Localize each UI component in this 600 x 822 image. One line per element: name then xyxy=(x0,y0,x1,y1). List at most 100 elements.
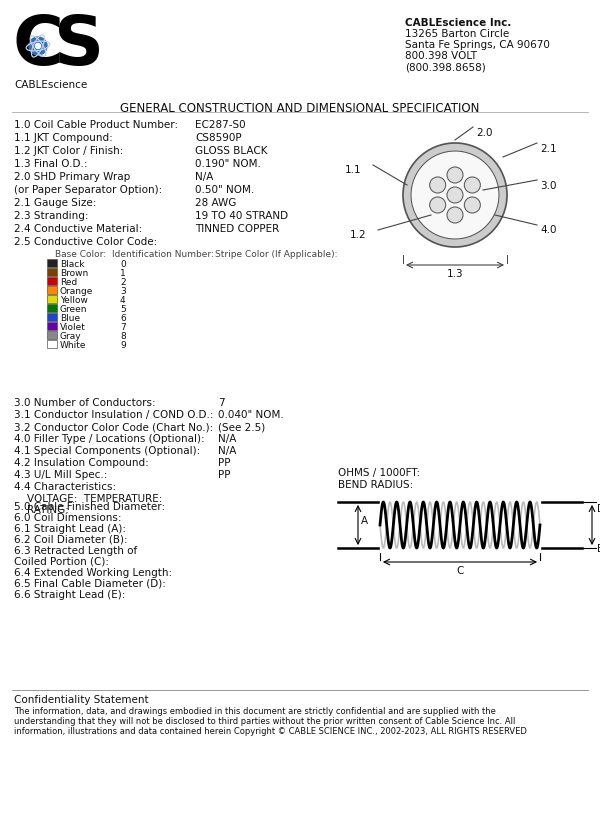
Text: 2.0: 2.0 xyxy=(476,128,493,138)
Text: EC287-S0: EC287-S0 xyxy=(195,120,245,130)
Text: BEND RADIUS:: BEND RADIUS: xyxy=(338,480,413,490)
Text: 2.1: 2.1 xyxy=(540,144,557,154)
Text: Base Color:: Base Color: xyxy=(55,250,106,259)
Text: B: B xyxy=(405,525,412,535)
Text: 1.2 JKT Color / Finish:: 1.2 JKT Color / Finish: xyxy=(14,146,124,156)
Text: 3.0 Number of Conductors:: 3.0 Number of Conductors: xyxy=(14,398,155,408)
Text: 1: 1 xyxy=(120,269,126,278)
Text: 2.1 Gauge Size:: 2.1 Gauge Size: xyxy=(14,198,97,208)
Circle shape xyxy=(411,151,499,239)
Text: 0: 0 xyxy=(120,260,126,269)
Text: White: White xyxy=(60,341,86,350)
Text: (See 2.5): (See 2.5) xyxy=(218,422,265,432)
Text: CS8590P: CS8590P xyxy=(195,133,242,143)
Text: 0.50" NOM.: 0.50" NOM. xyxy=(195,185,254,195)
Text: 1.2: 1.2 xyxy=(350,230,367,240)
Text: 8: 8 xyxy=(120,332,126,341)
Circle shape xyxy=(447,187,463,203)
Text: 9: 9 xyxy=(120,341,126,350)
Text: CABLEscience: CABLEscience xyxy=(14,80,87,90)
Text: (800.398.8658): (800.398.8658) xyxy=(405,62,486,72)
Bar xyxy=(47,277,57,285)
Text: N/A: N/A xyxy=(195,172,214,182)
Text: GLOSS BLACK: GLOSS BLACK xyxy=(195,146,268,156)
Text: 4.3 U/L Mill Spec.:: 4.3 U/L Mill Spec.: xyxy=(14,470,107,480)
Text: Orange: Orange xyxy=(60,287,94,296)
Text: 5: 5 xyxy=(120,305,126,314)
Text: Gray: Gray xyxy=(60,332,82,341)
Text: 6.5 Final Cable Diameter (D):: 6.5 Final Cable Diameter (D): xyxy=(14,579,166,589)
Text: 1.3 Final O.D.:: 1.3 Final O.D.: xyxy=(14,159,88,169)
Text: C: C xyxy=(457,566,464,576)
Text: 28 AWG: 28 AWG xyxy=(195,198,236,208)
Text: 7: 7 xyxy=(120,323,126,332)
Text: D: D xyxy=(597,504,600,514)
Bar xyxy=(47,304,57,312)
Text: TINNED COPPER: TINNED COPPER xyxy=(195,224,279,234)
Text: Brown: Brown xyxy=(60,269,88,278)
Text: 13265 Barton Circle: 13265 Barton Circle xyxy=(405,29,509,39)
Text: Red: Red xyxy=(60,278,77,287)
Text: CABLEscience Inc.: CABLEscience Inc. xyxy=(405,18,511,28)
Text: 2.3 Stranding:: 2.3 Stranding: xyxy=(14,211,89,221)
Text: 2.0 SHD Primary Wrap: 2.0 SHD Primary Wrap xyxy=(14,172,130,182)
Text: RATING:: RATING: xyxy=(14,505,69,515)
Text: 3: 3 xyxy=(120,287,126,296)
Text: 3.2 Conductor Color Code (Chart No.):: 3.2 Conductor Color Code (Chart No.): xyxy=(14,422,213,432)
Text: E: E xyxy=(597,544,600,554)
Bar xyxy=(47,331,57,339)
Text: 19 TO 40 STRAND: 19 TO 40 STRAND xyxy=(195,211,288,221)
Text: 0.040" NOM.: 0.040" NOM. xyxy=(218,410,284,420)
Text: 3.1 Conductor Insulation / COND O.D.:: 3.1 Conductor Insulation / COND O.D.: xyxy=(14,410,214,420)
Text: 4.0: 4.0 xyxy=(540,225,557,235)
Text: PP: PP xyxy=(218,458,230,468)
Text: understanding that they will not be disclosed to third parties without the prior: understanding that they will not be disc… xyxy=(14,717,515,726)
Text: A: A xyxy=(361,516,368,526)
Text: Yellow: Yellow xyxy=(60,296,88,305)
Text: 7: 7 xyxy=(218,398,224,408)
Text: N/A: N/A xyxy=(218,434,236,444)
Text: The information, data, and drawings embodied in this document are strictly confi: The information, data, and drawings embo… xyxy=(14,707,496,716)
Bar xyxy=(47,322,57,330)
Text: VOLTAGE:  TEMPERATURE:: VOLTAGE: TEMPERATURE: xyxy=(14,494,163,504)
Circle shape xyxy=(403,143,507,247)
Circle shape xyxy=(430,177,446,193)
Text: 6.6 Straight Lead (E):: 6.6 Straight Lead (E): xyxy=(14,590,125,600)
Text: Santa Fe Springs, CA 90670: Santa Fe Springs, CA 90670 xyxy=(405,40,550,50)
Circle shape xyxy=(464,177,481,193)
Bar xyxy=(47,313,57,321)
Text: 2.5 Conductive Color Code:: 2.5 Conductive Color Code: xyxy=(14,237,157,247)
Text: OHMS / 1000FT:: OHMS / 1000FT: xyxy=(338,468,420,478)
Text: 6: 6 xyxy=(120,314,126,323)
Text: Stripe Color (If Applicable):: Stripe Color (If Applicable): xyxy=(215,250,337,259)
Text: 4.1 Special Components (Optional):: 4.1 Special Components (Optional): xyxy=(14,446,200,456)
Text: 4.4 Characteristics:: 4.4 Characteristics: xyxy=(14,482,116,492)
Text: Coiled Portion (C):: Coiled Portion (C): xyxy=(14,557,109,567)
Text: information, illustrations and data contained herein Copyright © CABLE SCIENCE I: information, illustrations and data cont… xyxy=(14,727,527,736)
Text: (or Paper Separator Option):: (or Paper Separator Option): xyxy=(14,185,162,195)
Text: 6.0 Coil Dimensions:: 6.0 Coil Dimensions: xyxy=(14,513,121,523)
Text: 6.2 Coil Diameter (B):: 6.2 Coil Diameter (B): xyxy=(14,535,128,545)
Text: 0.190" NOM.: 0.190" NOM. xyxy=(195,159,261,169)
Text: 1.3: 1.3 xyxy=(446,269,463,279)
Bar xyxy=(47,295,57,303)
Text: 5.0 Cable Finished Diameter:: 5.0 Cable Finished Diameter: xyxy=(14,502,165,512)
Text: 6.4 Extended Working Length:: 6.4 Extended Working Length: xyxy=(14,568,172,578)
Text: 4.0 Filler Type / Locations (Optional):: 4.0 Filler Type / Locations (Optional): xyxy=(14,434,205,444)
Text: S: S xyxy=(54,12,104,79)
Text: 2: 2 xyxy=(120,278,125,287)
Text: 1.0 Coil Cable Product Number:: 1.0 Coil Cable Product Number: xyxy=(14,120,178,130)
Text: 3.0: 3.0 xyxy=(540,181,557,191)
Text: 4.2 Insulation Compound:: 4.2 Insulation Compound: xyxy=(14,458,149,468)
Text: 6.3 Retracted Length of: 6.3 Retracted Length of xyxy=(14,546,137,556)
Text: Violet: Violet xyxy=(60,323,86,332)
Text: 1.1 JKT Compound:: 1.1 JKT Compound: xyxy=(14,133,113,143)
Circle shape xyxy=(430,197,446,213)
Text: Black: Black xyxy=(60,260,85,269)
Circle shape xyxy=(447,207,463,223)
Text: Identification Number:: Identification Number: xyxy=(112,250,214,259)
Circle shape xyxy=(464,197,481,213)
Circle shape xyxy=(447,167,463,183)
Text: Green: Green xyxy=(60,305,88,314)
Bar xyxy=(47,340,57,348)
